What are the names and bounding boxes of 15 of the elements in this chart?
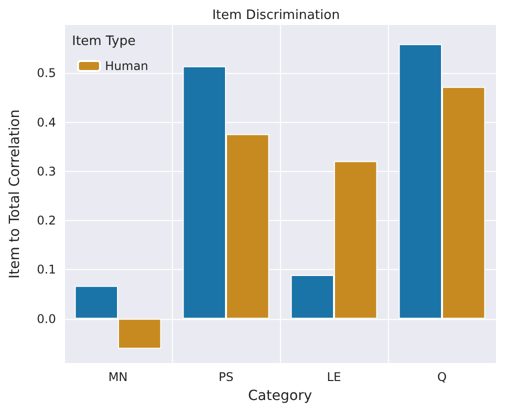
x-tick-label: LE xyxy=(326,370,342,384)
y-axis-title: Item to Total Correlation xyxy=(7,109,23,279)
y-tick-label: 0.0 xyxy=(36,312,56,326)
x-axis-title: Category xyxy=(248,388,312,404)
x-tick-label: PS xyxy=(218,370,234,384)
legend-label: Human xyxy=(105,59,148,73)
y-tick-label: 0.1 xyxy=(36,262,56,277)
chart-title: Item Discrimination xyxy=(212,8,340,23)
y-tick-label: 0.4 xyxy=(36,115,56,130)
x-tick-label: MN xyxy=(108,370,128,384)
legend-title: Item Type xyxy=(72,34,136,49)
y-tick-label: 0.2 xyxy=(36,214,56,228)
x-tick-label: Q xyxy=(437,370,447,384)
y-tick-label: 0.3 xyxy=(36,164,56,178)
y-tick-label: 0.5 xyxy=(36,66,56,80)
